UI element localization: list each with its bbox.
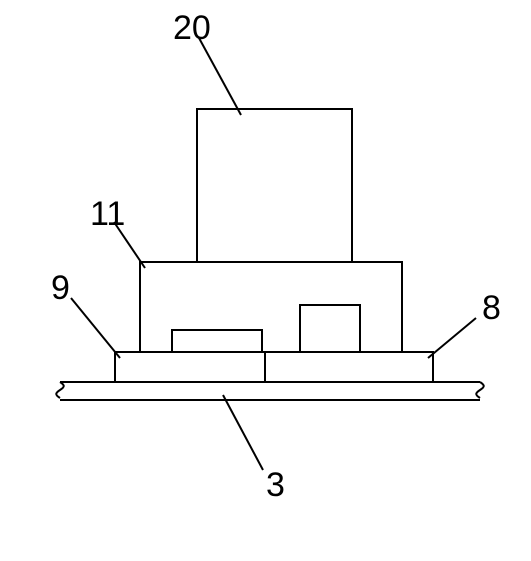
left-inset	[172, 330, 262, 352]
top_block-leader	[199, 38, 241, 115]
right-inset	[300, 305, 360, 352]
mid_block-label: 11	[90, 195, 125, 233]
base_rail-leader	[223, 395, 263, 470]
left_plate-leader	[71, 298, 120, 358]
top_block-label: 20	[173, 9, 211, 47]
left-plate	[115, 352, 265, 382]
base-rail	[50, 382, 492, 400]
left_plate-label: 9	[51, 269, 70, 307]
right-plate	[265, 352, 433, 382]
top-block	[197, 109, 352, 262]
base_rail-label: 3	[266, 466, 285, 504]
right_plate-leader	[428, 318, 476, 358]
right_plate-label: 8	[482, 289, 501, 327]
